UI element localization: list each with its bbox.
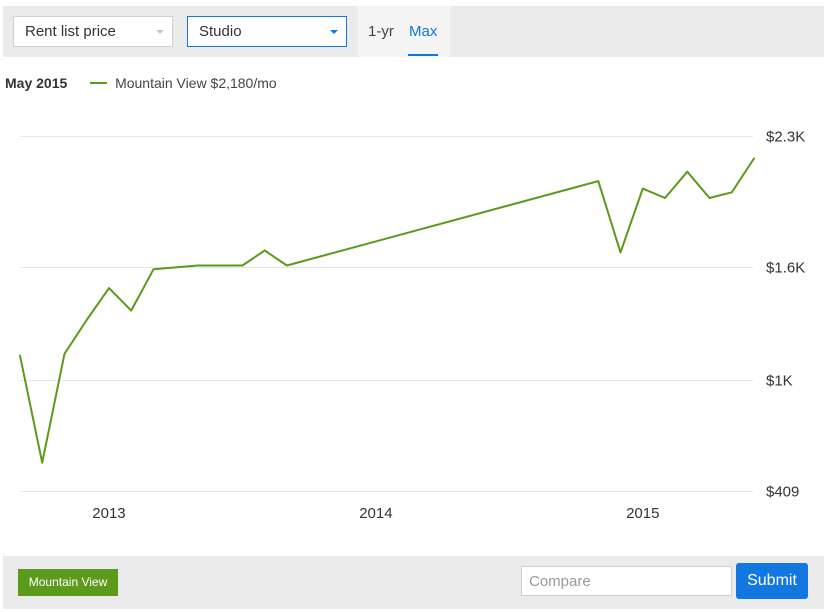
y-axis-ticks: $409 $1K $1.6K $2.3K bbox=[766, 129, 805, 501]
data-point[interactable] bbox=[59, 348, 71, 360]
compare-bar: Mountain View Submit bbox=[3, 556, 824, 609]
data-point[interactable] bbox=[615, 246, 627, 258]
y-tick-label: $409 bbox=[766, 484, 799, 501]
tab-1-yr[interactable]: 1-yr bbox=[368, 23, 394, 40]
x-tick-label: 2013 bbox=[92, 505, 125, 522]
metric-select[interactable]: Rent list price bbox=[13, 16, 173, 47]
data-point[interactable] bbox=[192, 260, 204, 272]
data-point[interactable] bbox=[704, 192, 716, 204]
series-line-mountain-view[interactable] bbox=[19, 157, 755, 464]
data-point[interactable] bbox=[637, 183, 649, 195]
data-point[interactable] bbox=[103, 282, 115, 294]
data-point[interactable] bbox=[148, 263, 160, 275]
data-point[interactable] bbox=[81, 314, 93, 326]
series-chip-mountain-view[interactable]: Mountain View bbox=[18, 569, 118, 596]
y-tick-label: $1K bbox=[766, 373, 793, 390]
chart-toolbar: Rent list price Studio 1-yr Max bbox=[3, 6, 824, 57]
legend-date: May 2015 bbox=[5, 75, 68, 91]
data-point[interactable] bbox=[726, 186, 738, 198]
legend-swatch bbox=[90, 82, 108, 85]
data-point[interactable] bbox=[281, 260, 293, 272]
y-tick-label: $2.3K bbox=[766, 129, 805, 146]
legend-series-label: Mountain View $2,180/mo bbox=[115, 75, 277, 91]
x-tick-label: 2014 bbox=[359, 505, 392, 522]
compare-input[interactable] bbox=[521, 566, 732, 596]
y-tick-label: $1.6K bbox=[766, 260, 805, 277]
data-point[interactable] bbox=[592, 175, 604, 187]
x-tick-label: 2015 bbox=[626, 505, 659, 522]
gridlines bbox=[20, 136, 753, 492]
x-axis-ticks: 2013 2014 2015 bbox=[92, 505, 659, 522]
data-point[interactable] bbox=[125, 305, 137, 317]
tab-max[interactable]: Max bbox=[407, 6, 439, 57]
data-point[interactable] bbox=[681, 166, 693, 178]
data-point[interactable] bbox=[748, 153, 760, 165]
metric-select-value: Rent list price bbox=[25, 23, 116, 40]
submit-button[interactable]: Submit bbox=[736, 563, 808, 599]
chevron-down-icon bbox=[156, 30, 164, 34]
time-range-tabs: 1-yr Max bbox=[358, 6, 450, 57]
data-point[interactable] bbox=[236, 260, 248, 272]
chart-legend: May 2015 Mountain View $2,180/mo bbox=[5, 74, 277, 92]
data-point[interactable] bbox=[659, 192, 671, 204]
series-layer bbox=[14, 153, 760, 469]
data-point[interactable] bbox=[259, 245, 271, 257]
data-point[interactable] bbox=[36, 457, 48, 469]
chevron-down-icon bbox=[330, 30, 338, 34]
room-type-select-value: Studio bbox=[199, 23, 242, 40]
room-type-select[interactable]: Studio bbox=[187, 16, 347, 47]
data-point[interactable] bbox=[14, 350, 26, 362]
rent-price-chart: $409 $1K $1.6K $2.3K 2013 2014 2015 bbox=[14, 129, 805, 522]
